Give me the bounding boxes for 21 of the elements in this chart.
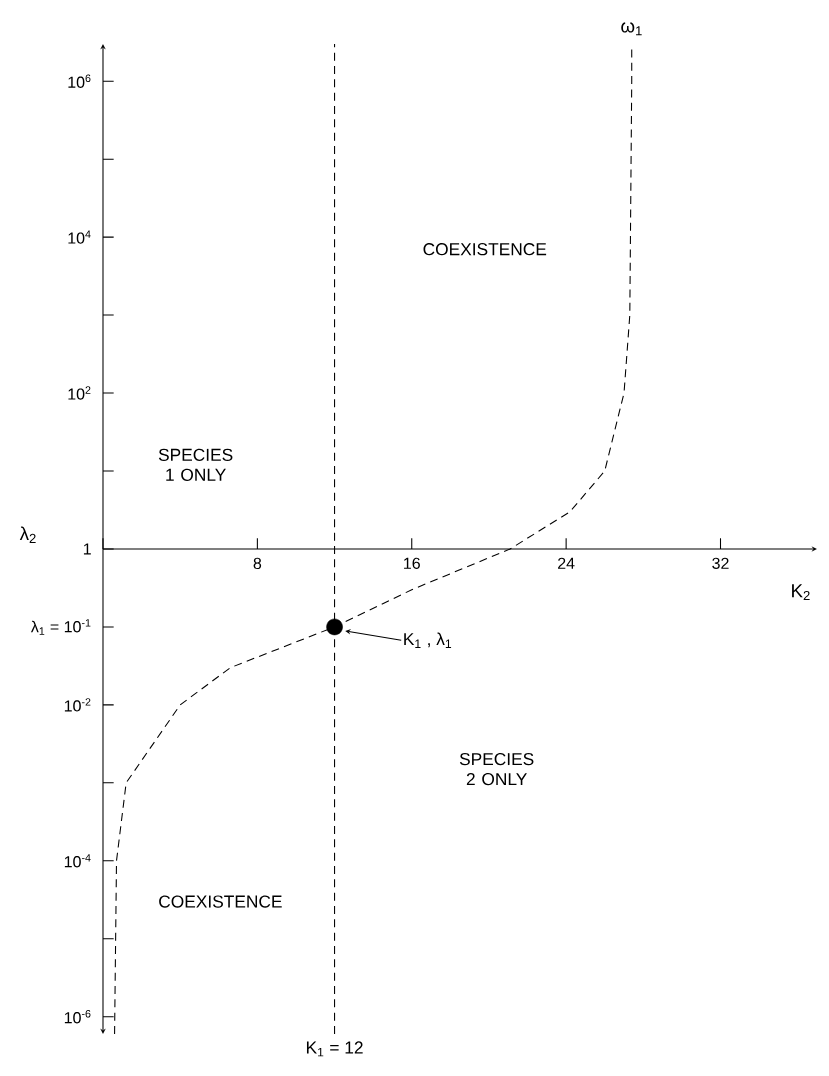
x-axis-title: K$_{2}$	[792, 584, 810, 601]
annotation: COEXISTENCE	[159, 895, 282, 908]
series-label: ω$_{1}$	[621, 22, 642, 36]
y-tick-label: λ$_{1}$ = 10$^{-1}$	[30, 619, 91, 635]
y-tick-label: 10$^{6}$	[68, 74, 91, 88]
y-tick-label: 10$^{-6}$	[64, 1010, 91, 1024]
annotation: SPECIES 1 ONLY	[158, 448, 233, 481]
y-tick-label: 10$^{-4}$	[64, 854, 91, 868]
x-tick-label: 24	[558, 557, 575, 569]
y-tick-label: 10$^{2}$	[68, 386, 91, 400]
x-tick-label: 16	[404, 557, 420, 569]
y-tick-label: 1	[83, 543, 91, 555]
x-tick-label: 32	[712, 557, 729, 569]
annotation: COEXISTENCE	[423, 243, 547, 256]
x-tick-label: 8	[253, 557, 262, 569]
ref-line-label: K$_{1}$ = 12	[306, 1041, 363, 1057]
annotation: SPECIES 2 ONLY	[459, 752, 534, 786]
y-tick-label: 10$^{4}$	[68, 230, 91, 244]
y-axis-title: λ$_{2}$	[19, 526, 36, 543]
y-tick-label: 10$^{-2}$	[64, 698, 91, 712]
annotation: K$_{1}$ , λ$_{1}$	[404, 632, 452, 648]
